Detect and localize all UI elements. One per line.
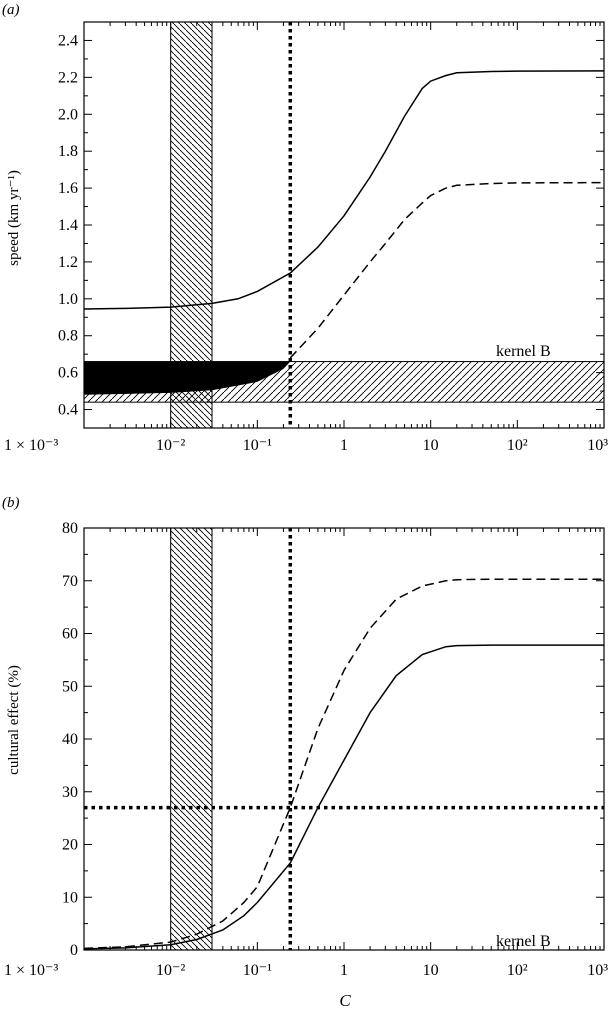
panel-a-y-tick-label: 0.6	[58, 365, 78, 382]
panel-b-x-tick-label: 10²	[507, 962, 528, 979]
panel-a-filled-region	[84, 361, 291, 395]
panel-a-y-tick-label: 1.4	[58, 217, 78, 234]
panel-b-x-tick-label: 1	[340, 962, 348, 979]
panel-a-series-dashed-line	[289, 181, 605, 359]
panel-a-x-tick-label: 10²	[507, 437, 528, 454]
panel-b-x-tick-label: 10³	[587, 962, 608, 979]
panel-b-y-tick-label: 60	[62, 626, 78, 643]
panel-b-y-tick-label: 10	[62, 889, 78, 906]
panel-a-plot-area: 1 × 10⁻³ 10⁻² 10⁻¹ 1 10 10² 10³ 0.4 0.6 0.8 1.0 1.2…	[4, 21, 608, 454]
panel-a-y-axis-label: speed (km yr⁻¹)	[6, 170, 22, 266]
panel-a-hatched-vertical-band	[170, 21, 213, 429]
panel-b-x-tick-label: 10⁻¹	[243, 962, 272, 979]
panel-a-y-tick-label: 1.2	[58, 254, 78, 271]
panel-b-y-tick-label: 80	[62, 520, 78, 537]
panel-a-y-tick-label: 1.0	[58, 291, 78, 308]
panel-b: (b) cultural effect (%) 1 × 10⁻³ 10⁻² 10⁻¹…	[2, 495, 608, 1010]
panel-b-kernel-annotation: kernel B	[496, 933, 551, 950]
panel-a-label: (a)	[2, 2, 20, 18]
panel-b-y-tick-label: 0	[70, 942, 78, 959]
panel-a-x-tick-label: 10³	[587, 437, 608, 454]
panel-b-series-solid-line	[83, 644, 604, 950]
panel-a-y-tick-label: 0.4	[58, 402, 78, 419]
panel-b-y-tick-label: 50	[62, 678, 78, 695]
panel-b-y-tick-label: 70	[62, 573, 78, 590]
panel-b-x-tick-label: 1 × 10⁻³	[4, 962, 58, 979]
panel-b-y-tick-label: 40	[62, 731, 78, 748]
panel-a-y-tick-label: 0.8	[58, 328, 78, 345]
panel-a-x-tick-label: 10⁻¹	[243, 437, 272, 454]
panel-b-series-dashed-line	[83, 578, 604, 950]
panel-b-x-tick-label: 10⁻²	[156, 962, 185, 979]
panel-a-series-solid-line	[83, 70, 605, 310]
panel-b-axes-frame	[83, 527, 605, 951]
panel-b-label: (b)	[2, 495, 20, 511]
panel-b-x-tick-label: 10	[423, 962, 439, 979]
panel-b-y-tick-label: 30	[62, 784, 78, 801]
panel-b-x-axis-label: C	[339, 991, 351, 1010]
panel-b-y-axis-label: cultural effect (%)	[6, 665, 22, 775]
panel-a-y-tick-label: 2.4	[58, 32, 78, 49]
panel-a-x-tick-label: 1 × 10⁻³	[4, 437, 58, 454]
panel-a-y-tick-label: 2.2	[58, 69, 78, 86]
panel-a-y-tick-label: 1.8	[58, 143, 78, 160]
panel-a-y-tick-label: 2.0	[58, 106, 78, 123]
panel-b-y-tick-label: 20	[62, 837, 78, 854]
panel-a-x-tick-label: 1	[340, 437, 348, 454]
panel-b-hatched-vertical-band	[170, 527, 213, 951]
panel-a-x-tick-label: 10⁻²	[156, 437, 185, 454]
panel-a-y-tick-label: 1.6	[58, 180, 78, 197]
panel-b-plot-area: 1 × 10⁻³ 10⁻² 10⁻¹ 1 10 10² 10³ 0 10 20 30 40 50 60 70…	[4, 520, 608, 979]
panel-a: (a) speed (km yr⁻¹) 1 × 10⁻³ 10⁻² 10⁻¹ 1 10 1…	[2, 2, 608, 454]
panel-a-kernel-annotation: kernel B	[496, 343, 551, 360]
panel-a-x-tick-label: 10	[423, 437, 439, 454]
